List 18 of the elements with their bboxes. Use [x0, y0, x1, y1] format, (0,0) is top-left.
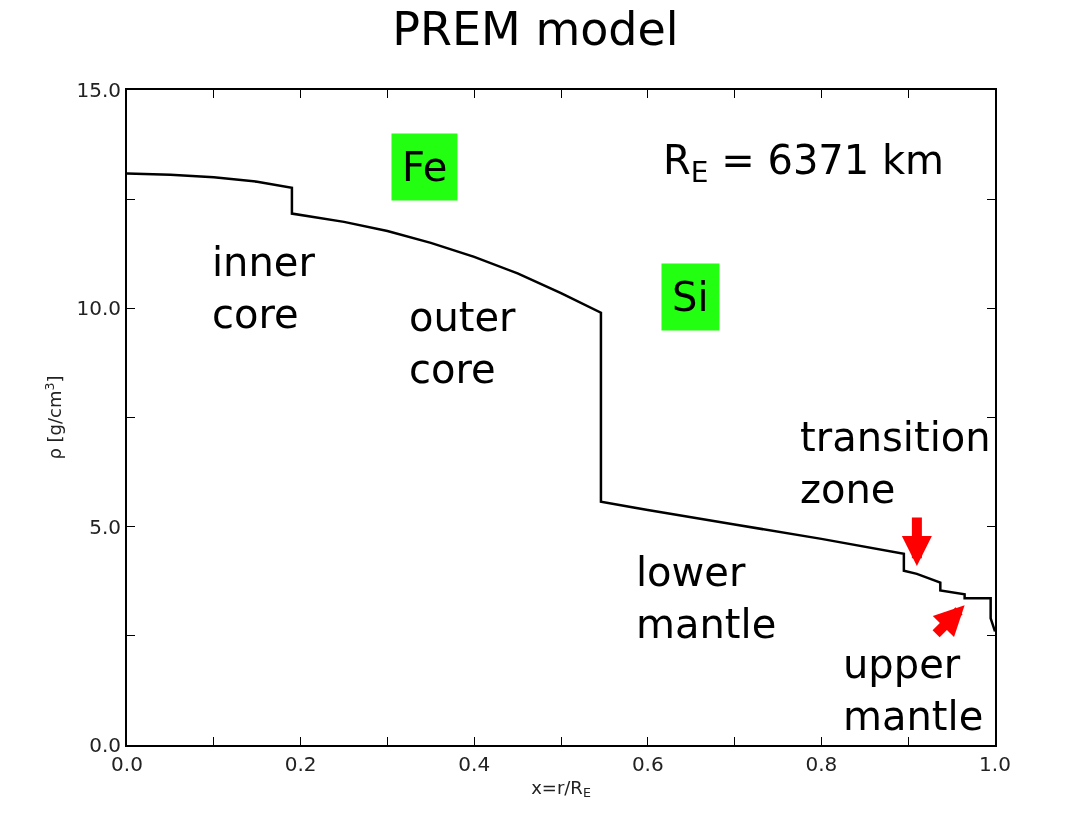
chart-title: PREM model: [392, 1, 679, 56]
annotation: Si: [672, 274, 709, 320]
annotation: R$_{E}$ = 6371 km: [663, 137, 945, 190]
x-tick-label: 1.0: [979, 752, 1011, 776]
x-tick-label: 0.6: [631, 752, 664, 776]
y-tick-label: 15.0: [76, 78, 121, 102]
y-tick-label: 10.0: [76, 296, 121, 321]
annotation: lower mantle: [636, 549, 777, 647]
annotation: transition zone: [800, 414, 991, 512]
annotation: inner core: [212, 239, 316, 337]
x-tick-label: 0.8: [805, 752, 838, 776]
x-tick-label: 0.4: [458, 752, 491, 776]
annotation: Fe: [402, 144, 448, 190]
y-tick-label: 5.0: [89, 514, 121, 539]
annotation: outer core: [409, 294, 517, 392]
annotation: upper mantle: [843, 641, 984, 739]
x-tick-label: 0.2: [284, 752, 317, 776]
x-axis-title: x=r/R$_{E}$: [531, 776, 591, 801]
